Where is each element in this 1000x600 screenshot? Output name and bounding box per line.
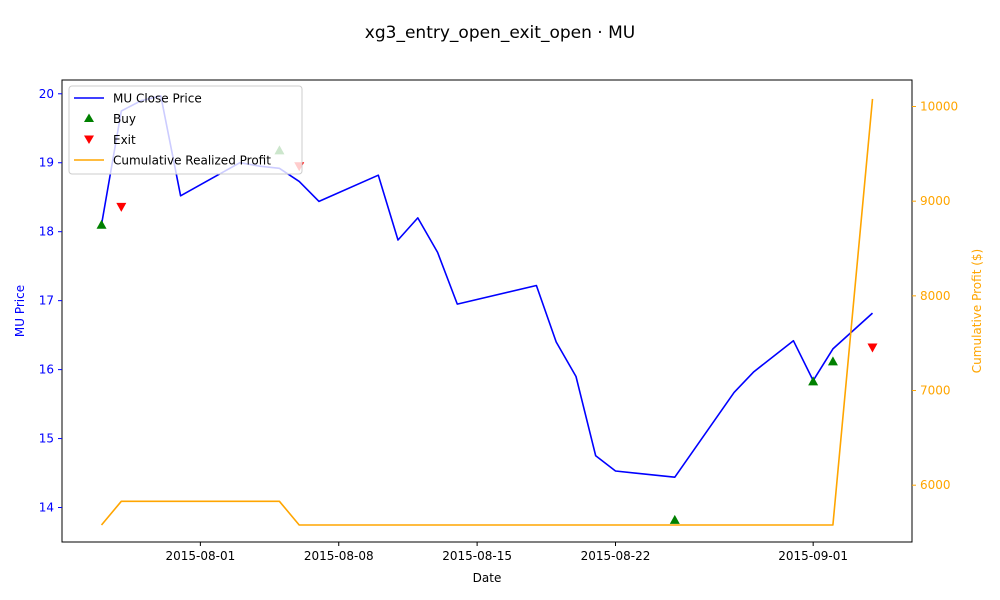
right-y-axis-label: Cumulative Profit ($): [970, 249, 984, 373]
x-tick-label-4: 2015-09-01: [778, 549, 848, 563]
left-tick-label-3: 17: [39, 294, 54, 308]
buy-marker-4: [827, 356, 838, 366]
left-tick-label-1: 15: [39, 432, 54, 446]
legend-swatch-buy: [84, 113, 94, 122]
right-tick-label-3: 9000: [920, 194, 951, 208]
legend-label-price: MU Close Price: [113, 92, 202, 106]
legend: MU Close Price Buy Exit Cumulative Reali…: [68, 85, 303, 175]
left-tick-label-4: 18: [39, 225, 54, 239]
buy-marker-0: [96, 219, 107, 229]
exit-marker-2: [867, 343, 878, 353]
x-axis-label: Date: [473, 571, 502, 585]
right-tick-label-2: 8000: [920, 289, 951, 303]
buy-marker-2: [669, 514, 680, 524]
left-tick-label-5: 19: [39, 156, 54, 170]
left-tick-label-2: 16: [39, 363, 54, 377]
right-y-axis: 6000 7000 8000 9000 10000: [912, 100, 958, 492]
profit-line: [100, 98, 874, 526]
legend-box: [68, 85, 303, 175]
x-axis: 2015-08-01 2015-08-08 2015-08-15 2015-08-22…: [165, 542, 848, 563]
right-tick-label-0: 6000: [920, 478, 951, 492]
left-y-axis: 14 15 16 17 18 19 20: [39, 87, 62, 515]
chart-title: xg3_entry_open_exit_open · MU: [365, 23, 635, 43]
right-tick-label-1: 7000: [920, 384, 951, 398]
left-y-axis-label: MU Price: [13, 285, 27, 337]
buy-marker-3: [808, 376, 819, 386]
legend-label-profit: Cumulative Realized Profit: [113, 154, 271, 168]
left-tick-label-6: 20: [39, 87, 54, 101]
legend-label-buy: Buy: [113, 112, 136, 126]
price-line: [100, 95, 874, 479]
x-tick-label-2: 2015-08-15: [442, 549, 512, 563]
legend-swatch-exit: [84, 135, 94, 144]
x-tick-label-1: 2015-08-08: [304, 549, 374, 563]
exit-marker-0: [116, 202, 127, 212]
x-tick-label-0: 2015-08-01: [165, 549, 235, 563]
plot-frame: [61, 79, 913, 543]
plot-area: [96, 95, 878, 526]
right-tick-label-4: 10000: [920, 100, 958, 114]
legend-label-exit: Exit: [113, 133, 136, 147]
left-tick-label-0: 14: [39, 501, 54, 515]
x-tick-label-3: 2015-08-22: [581, 549, 651, 563]
